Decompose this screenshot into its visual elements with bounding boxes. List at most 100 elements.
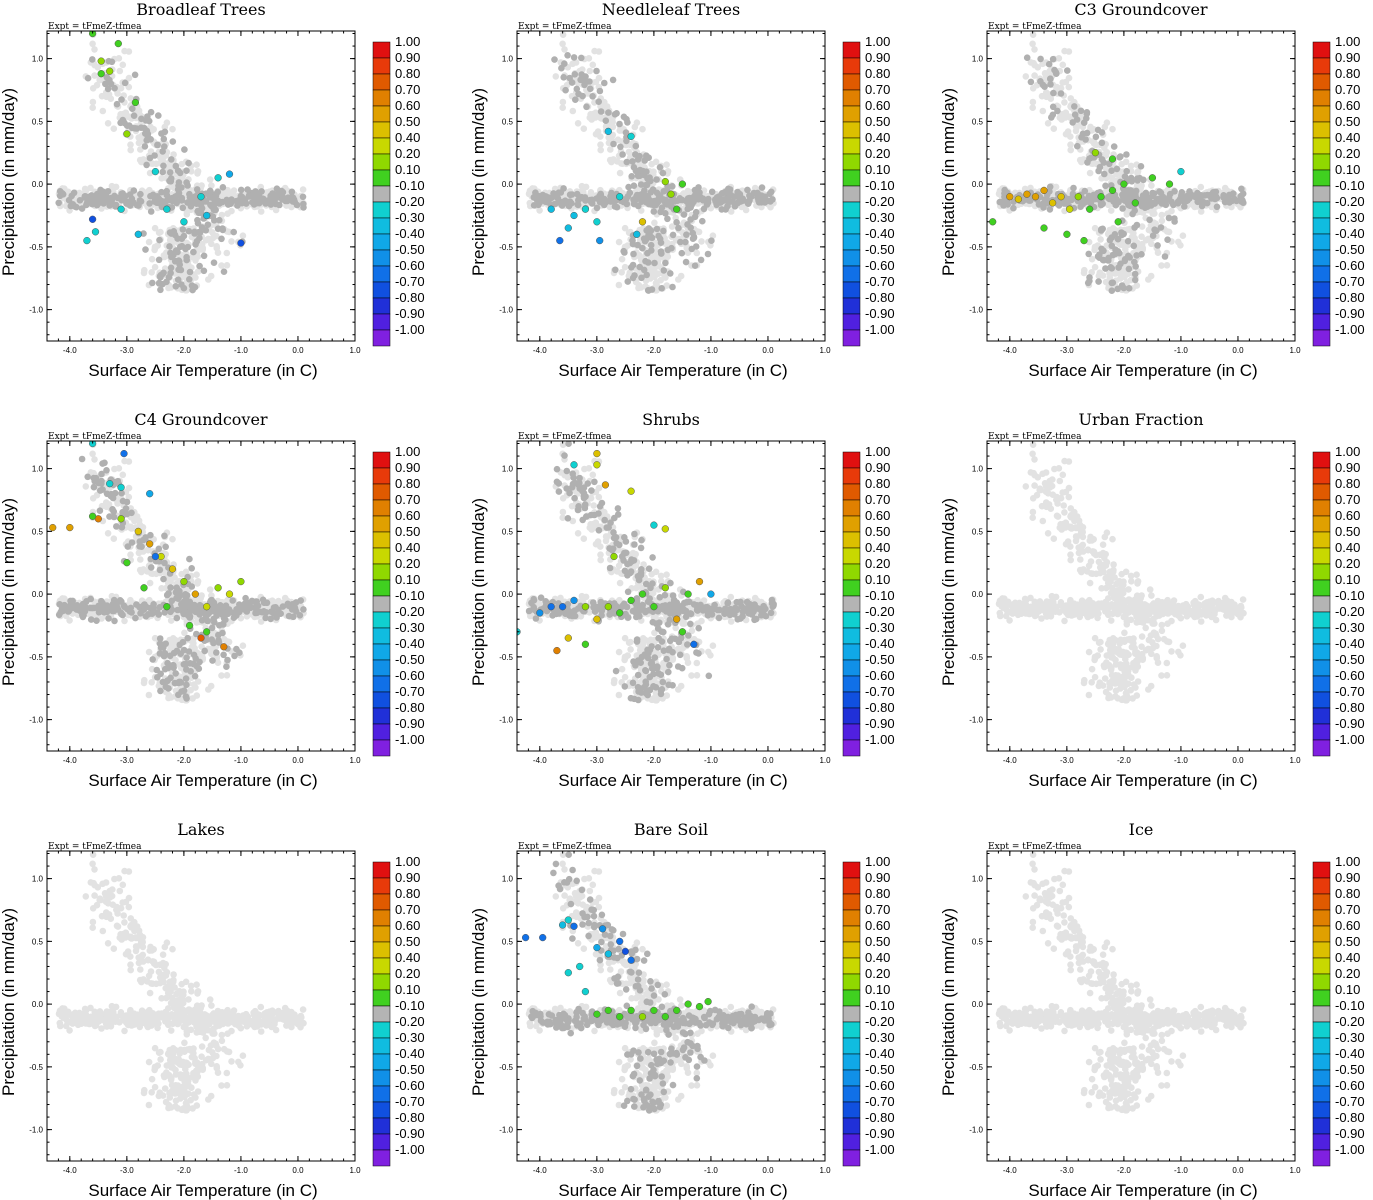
bg-point (631, 123, 639, 131)
neutral-point (179, 204, 187, 212)
bg-point (1057, 84, 1065, 92)
colorbar-swatch (1312, 89, 1331, 107)
neutral-point (1074, 142, 1081, 150)
neutral-point (1163, 196, 1171, 203)
neutral-point (571, 71, 579, 78)
bg-point (563, 81, 571, 89)
bg-point (1142, 236, 1150, 244)
bg-point (618, 255, 626, 263)
data-point (673, 205, 681, 213)
data-point (180, 218, 188, 226)
colorbar-label: -0.70 (865, 274, 895, 289)
neutral-point (104, 85, 112, 93)
bg-point (135, 107, 143, 114)
colorbar-swatch (842, 153, 861, 171)
neutral-point (625, 183, 632, 191)
bg-point (582, 183, 590, 191)
neutral-point (621, 249, 628, 256)
neutral-point (700, 205, 708, 213)
y-tick-label: -0.5 (29, 243, 43, 252)
bg-point (116, 67, 124, 75)
neutral-point (1049, 103, 1057, 111)
colorbar-swatch (372, 137, 391, 155)
data-point (1057, 193, 1065, 201)
x-tick-label: -3.0 (1060, 346, 1074, 355)
colorbar-swatch (1312, 137, 1331, 155)
bg-point (1034, 64, 1042, 71)
bg-point (595, 48, 603, 55)
colorbar-swatch (842, 217, 861, 235)
bg-point (1065, 48, 1073, 55)
bg-point (98, 615, 105, 622)
bg-point (1151, 210, 1158, 217)
bg-point (621, 224, 629, 232)
colorbar-swatch (842, 297, 861, 315)
bg-point (1044, 120, 1052, 127)
neutral-point (629, 158, 636, 165)
data-point (1091, 149, 1100, 157)
neutral-point (210, 259, 218, 267)
panel-title: C3 Groundcover (1074, 0, 1208, 19)
bg-point (117, 84, 125, 92)
neutral-point (718, 206, 725, 213)
neutral-point (157, 286, 164, 294)
bg-point (1052, 183, 1060, 191)
neutral-point (1081, 187, 1089, 195)
bg-point (1061, 99, 1068, 106)
neutral-point (1108, 242, 1116, 250)
neutral-point (682, 238, 689, 246)
neutral-point (1045, 60, 1053, 68)
neutral-point (641, 237, 649, 245)
bg-point (107, 95, 115, 102)
neutral-point (1162, 201, 1170, 209)
colorbar-label: 0.40 (865, 130, 890, 145)
colorbar-label: -0.10 (1335, 178, 1365, 193)
bg-point (621, 263, 629, 271)
neutral-point (1157, 189, 1165, 197)
neutral-point (159, 168, 166, 176)
scatter-points (525, 31, 777, 294)
bg-point (229, 190, 236, 197)
neutral-point (269, 190, 276, 197)
neutral-point (1027, 78, 1035, 86)
neutral-point (613, 203, 621, 211)
bg-point (209, 229, 216, 236)
neutral-point (1149, 189, 1156, 197)
neutral-point (1164, 236, 1171, 243)
neutral-point (218, 235, 225, 243)
x-tick-label: -1.0 (704, 346, 718, 355)
neutral-point (581, 81, 588, 89)
colorbar-label: -0.20 (865, 194, 895, 209)
neutral-point (660, 267, 668, 274)
neutral-point (645, 225, 653, 232)
neutral-point (1108, 167, 1115, 174)
bg-point (218, 262, 225, 269)
bg-point (125, 48, 133, 55)
neutral-point (230, 228, 237, 236)
neutral-point (163, 187, 170, 195)
neutral-point (288, 188, 296, 196)
bg-point (161, 123, 169, 131)
data-point (1148, 174, 1157, 182)
bg-point (1029, 31, 1037, 38)
y-tick-label: -1.0 (969, 306, 983, 315)
neutral-point (630, 250, 637, 258)
expt-label: Expt = tFmeZ-tfmea (48, 432, 142, 442)
bg-point (1090, 138, 1098, 146)
neutral-point (209, 213, 217, 220)
x-tick-label: -1.0 (234, 346, 248, 355)
neutral-point (532, 189, 539, 196)
bg-point (169, 125, 176, 133)
neutral-point (675, 224, 682, 232)
neutral-point (596, 87, 604, 95)
neutral-point (1027, 197, 1034, 204)
bg-point (559, 31, 567, 38)
data-point (1086, 205, 1094, 213)
colorbar-swatch (372, 217, 391, 235)
bg-point (151, 263, 159, 271)
neutral-point (144, 113, 151, 120)
neutral-point (1221, 198, 1229, 206)
neutral-point (1023, 54, 1031, 61)
colorbar-swatch (842, 313, 861, 331)
